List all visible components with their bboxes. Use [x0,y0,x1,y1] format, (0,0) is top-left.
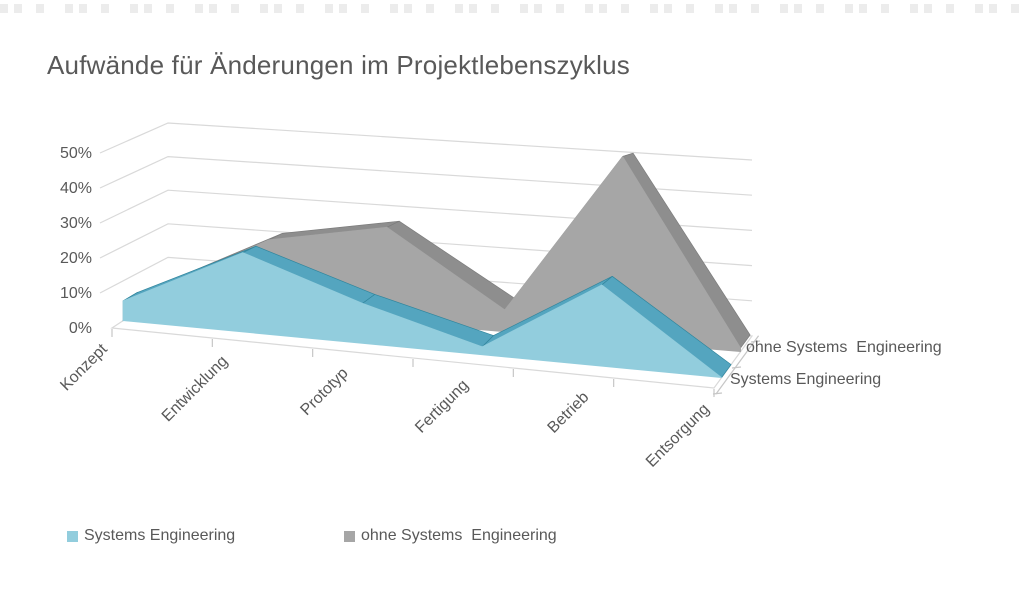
chart-title: Aufwände für Änderungen im Projektlebens… [47,50,630,80]
depth-axis-tick [731,366,742,369]
legend-swatch-blue [67,530,78,542]
chart-legend: Systems Engineering ohne Systems Enginee… [0,524,1024,548]
legend-item-ohne-systems-engineering: ohne Systems Engineering [344,524,557,548]
category-label: Entwicklung [159,353,231,425]
value-gridline [99,122,753,161]
value-gridline [99,189,753,231]
legend-label: Systems Engineering [84,527,236,544]
category-label: Entsorgung [643,401,713,471]
category-label: Konzept [57,340,111,394]
category-label: Betrieb [545,389,593,437]
value-gridline [99,155,753,196]
y-axis-label: 10% [60,285,92,302]
depth-axis-label-front-series: Systems Engineering [730,371,882,388]
y-axis-label: 30% [60,215,92,232]
legend-item-systems-engineering: Systems Engineering [67,524,235,548]
category-label: Prototyp [297,365,351,419]
y-axis-label: 50% [60,145,92,162]
category-label: Fertigung [412,377,472,437]
y-axis-label: 0% [69,320,92,337]
y-axis-label: 40% [60,180,92,197]
depth-axis-tick [712,392,723,395]
y-axis-label: 20% [60,250,92,267]
depth-axis-tick [750,340,761,343]
series-systems-engineering-front-face [122,252,722,379]
legend-label: ohne Systems Engineering [361,527,557,544]
cropped-border-artifact [0,4,1024,13]
depth-axis-line [715,335,760,395]
depth-axis-label-back-series: ohne Systems Engineering [746,339,942,356]
legend-swatch-gray [344,530,355,542]
